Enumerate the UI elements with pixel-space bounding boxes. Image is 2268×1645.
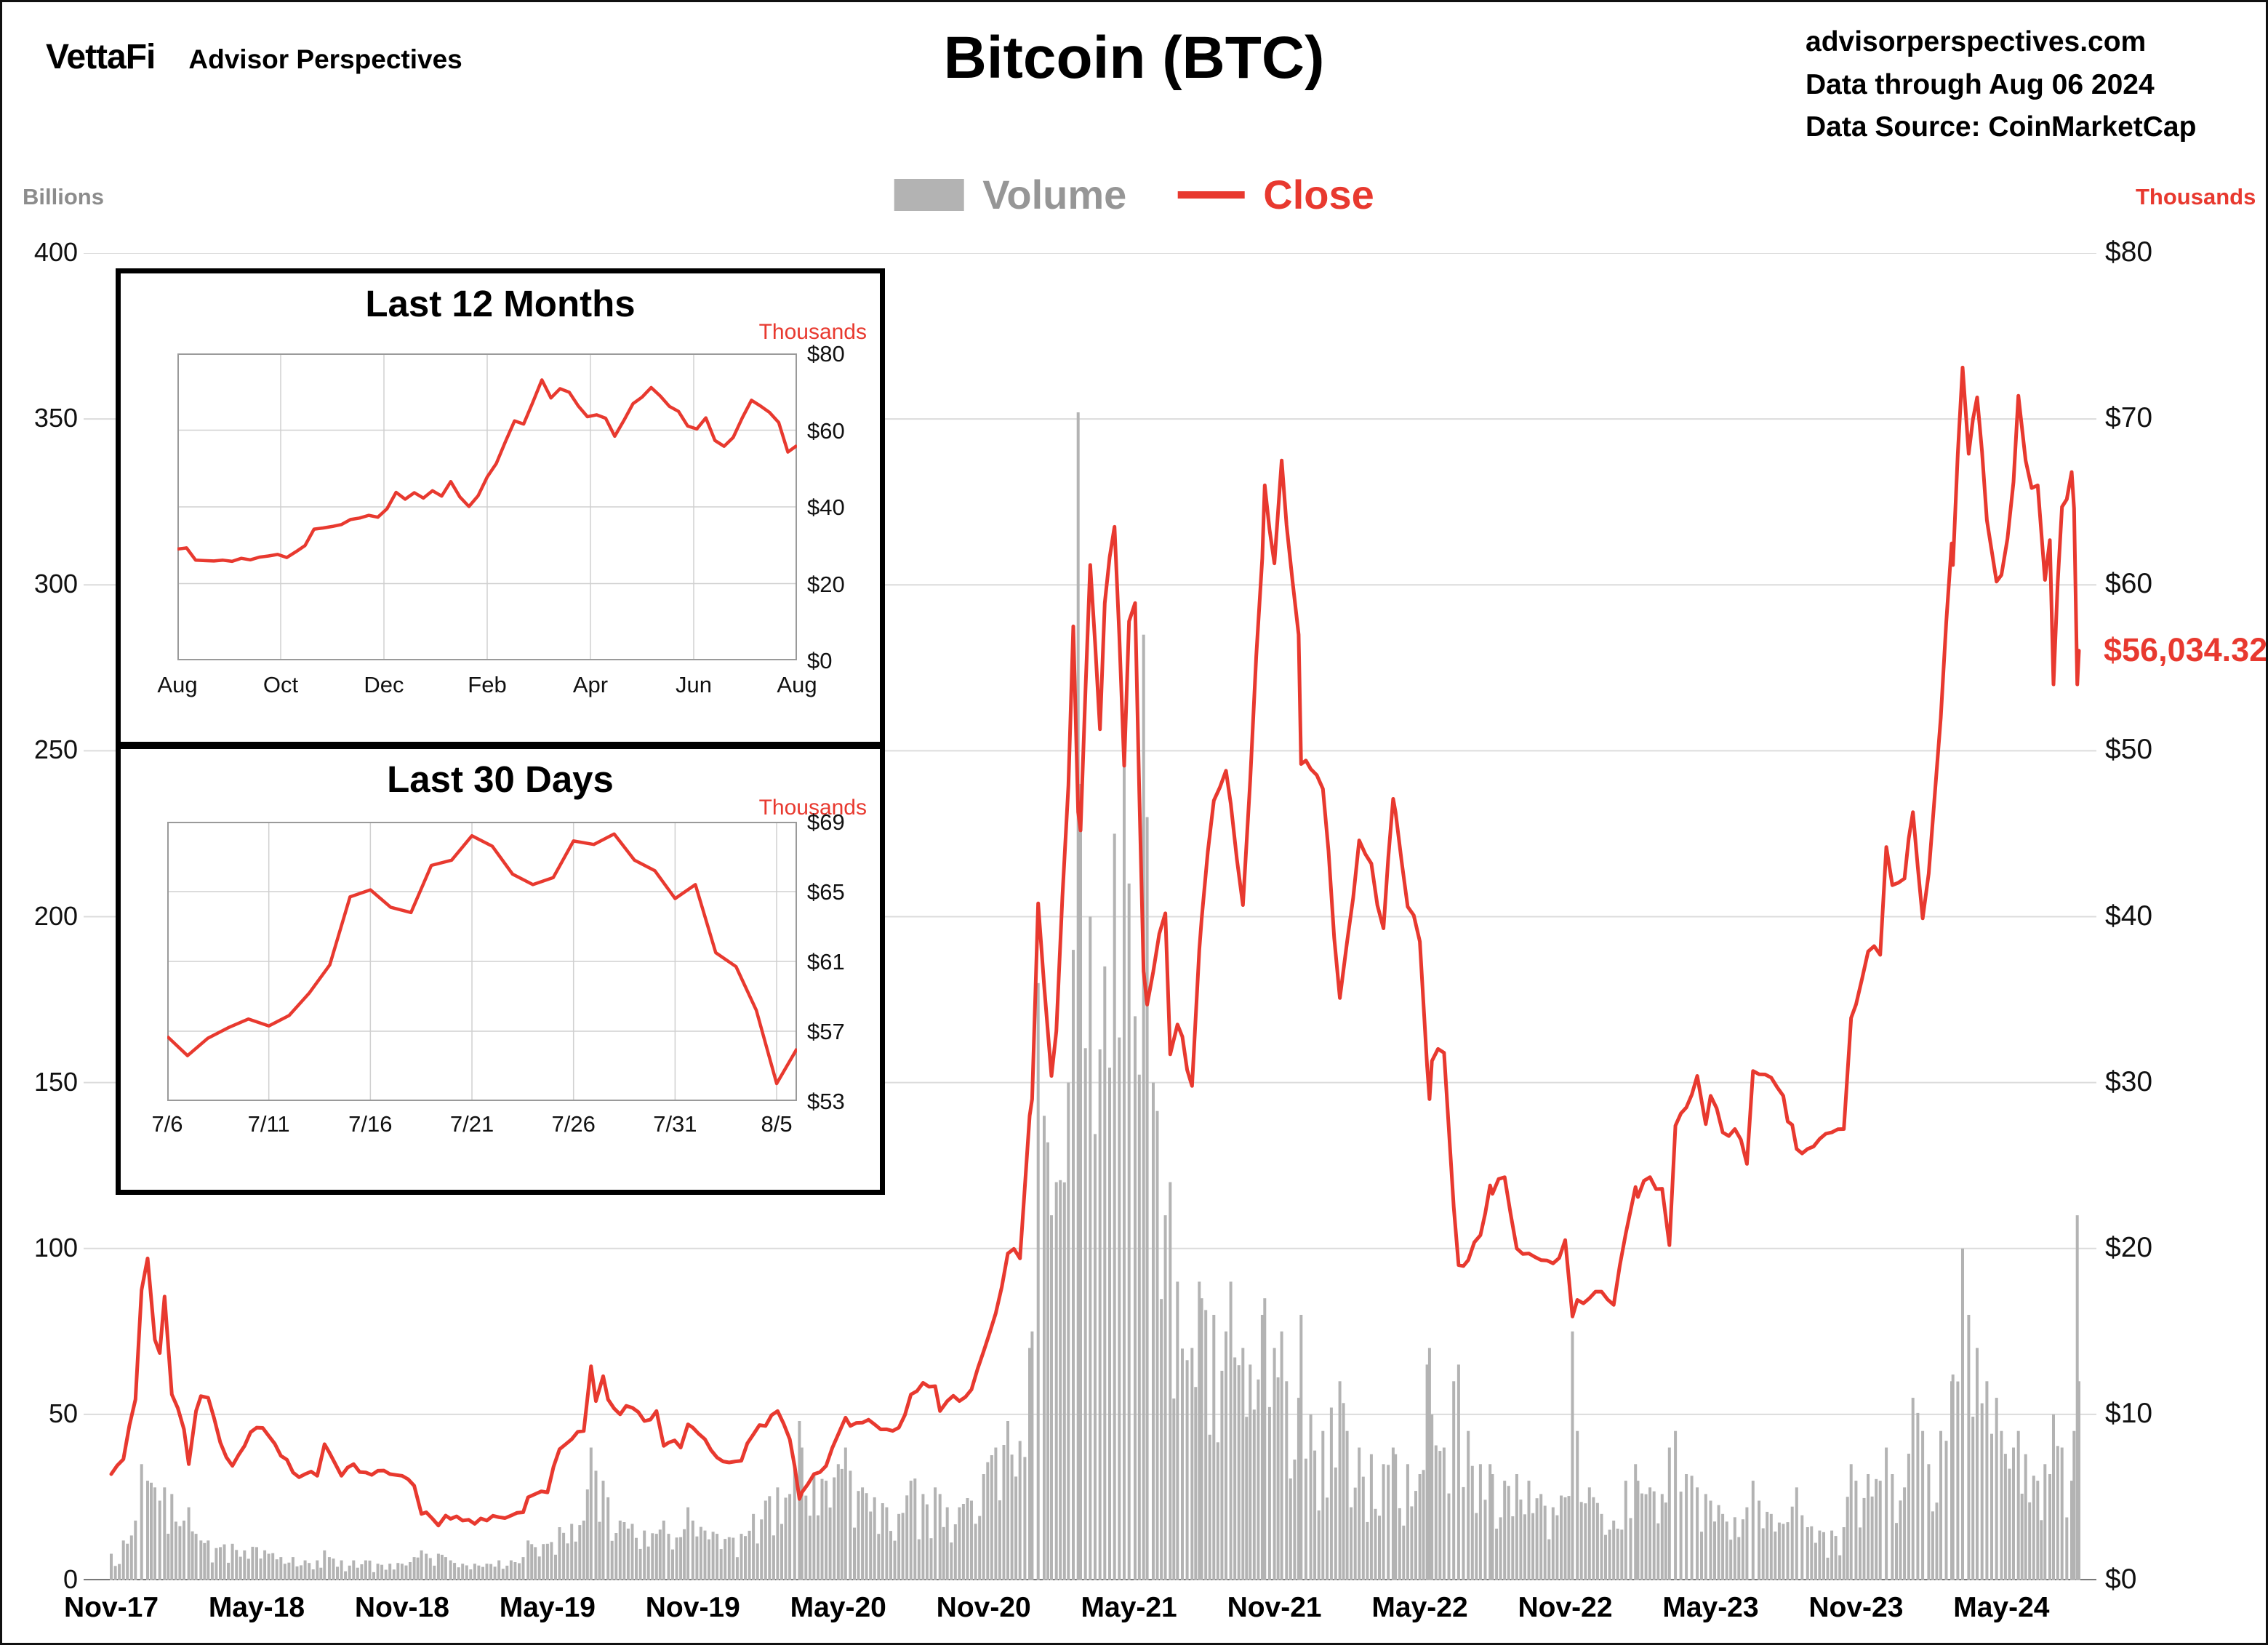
info-data-source: Data Source: CoinMarketCap xyxy=(1806,111,2197,143)
inset-30-chart-svg xyxy=(167,822,797,1101)
info-website: advisorperspectives.com xyxy=(1806,26,2147,57)
chart-legend: Volume Close xyxy=(894,171,1374,218)
inset-12-x-tick: Dec xyxy=(364,672,404,697)
info-data-through: Data through Aug 06 2024 xyxy=(1806,68,2155,100)
x-axis-tick: May-20 xyxy=(790,1592,886,1623)
inset-12-y-tick: $60 xyxy=(807,417,845,444)
last-price-annotation: $56,034.32 xyxy=(2104,631,2268,668)
left-axis-tick: 200 xyxy=(33,900,78,931)
inset-12-y-tick: $40 xyxy=(807,495,845,520)
inset-12-x-tick: Oct xyxy=(263,672,299,697)
left-axis-tick: 0 xyxy=(63,1564,78,1594)
right-axis-tick: $80 xyxy=(2105,236,2153,268)
inset-30-y-tick: $53 xyxy=(807,1089,845,1114)
close-legend-label: Close xyxy=(1263,172,1374,217)
left-axis-tick: 250 xyxy=(33,735,78,765)
x-axis-tick: Nov-21 xyxy=(1227,1592,1322,1623)
inset-30-y-tick: $69 xyxy=(807,809,845,835)
inset-12-y-tick: $20 xyxy=(807,571,845,597)
left-axis-tick: 400 xyxy=(33,237,78,267)
inset-12-x-tick: Aug xyxy=(777,672,817,697)
inset-last-12-months: Last 12 Months Thousands $80 $60 $40 $20 $0 A… xyxy=(116,268,885,747)
right-axis-tick: $70 xyxy=(2105,402,2153,434)
page-title: Bitcoin (BTC) xyxy=(943,25,1325,91)
volume-legend-label: Volume xyxy=(982,172,1127,217)
inset-30-x-tick: 7/21 xyxy=(449,1111,494,1137)
inset-12-y-tick: $80 xyxy=(807,341,845,367)
inset-30-title: Last 30 Days xyxy=(387,759,614,800)
left-axis-tick: 50 xyxy=(48,1398,78,1428)
vettafi-logo: VettaFi xyxy=(46,38,156,76)
inset-30-x-tick: 7/31 xyxy=(653,1111,697,1137)
brand-row: VettaFi Advisor Perspectives xyxy=(46,37,462,77)
inset-30-x-tick: 7/26 xyxy=(551,1111,596,1137)
inset-12-x-tick: Jun xyxy=(676,672,712,697)
inset-12-x-tick: Apr xyxy=(572,672,609,697)
right-axis-tick: $0 xyxy=(2105,1564,2137,1595)
inset-30-x-tick: 7/11 xyxy=(247,1111,290,1137)
left-axis-tick: 300 xyxy=(33,569,78,599)
x-axis-tick: Nov-18 xyxy=(354,1592,449,1623)
inset-30-y-tick: $65 xyxy=(807,879,845,905)
inset-12-title: Last 12 Months xyxy=(365,283,636,324)
x-axis-tick: May-21 xyxy=(1081,1592,1177,1623)
right-axis-tick: $30 xyxy=(2105,1065,2153,1097)
x-axis-tick: Nov-19 xyxy=(645,1592,740,1623)
x-axis-tick: Nov-20 xyxy=(936,1592,1031,1623)
inset-30-x-tick: 7/6 xyxy=(151,1111,183,1137)
left-axis-tick: 350 xyxy=(33,403,78,433)
inset-12-x-tick: Aug xyxy=(157,672,198,697)
left-axis-unit: Billions xyxy=(23,184,104,209)
x-axis-tick: Nov-17 xyxy=(63,1592,159,1623)
right-axis-tick: $60 xyxy=(2105,568,2153,600)
inset-12-y-tick: $0 xyxy=(807,648,833,673)
inset-30-unit: Thousands xyxy=(758,796,867,820)
x-axis-tick: May-24 xyxy=(1953,1592,2050,1623)
x-axis-tick: May-23 xyxy=(1662,1592,1759,1623)
right-axis-tick: $50 xyxy=(2105,734,2153,766)
inset-30-x-tick: 7/16 xyxy=(348,1111,393,1137)
x-axis-tick: Nov-22 xyxy=(1518,1592,1613,1623)
inset-30-y-tick: $57 xyxy=(807,1019,845,1044)
volume-swatch xyxy=(894,178,964,211)
x-axis-tick: May-19 xyxy=(499,1592,596,1623)
inset-12-unit: Thousands xyxy=(758,320,867,344)
x-axis-tick: Nov-23 xyxy=(1808,1592,1904,1623)
right-axis-tick: $20 xyxy=(2105,1231,2153,1263)
source-info: advisorperspectives.com Data through Aug… xyxy=(1806,21,2196,149)
brand-subtitle: Advisor Perspectives xyxy=(188,44,462,74)
left-axis-tick: 150 xyxy=(33,1066,78,1097)
right-axis-tick: $40 xyxy=(2105,900,2153,932)
right-axis-tick: $10 xyxy=(2105,1397,2153,1429)
right-axis-unit: Thousands xyxy=(2136,184,2256,209)
inset-12-x-tick: Feb xyxy=(468,672,507,697)
inset-30-x-tick: 8/5 xyxy=(761,1111,793,1137)
close-swatch xyxy=(1177,191,1245,199)
inset-last-30-days: Last 30 Days Thousands $69 $65 $61 $57 $53 7/… xyxy=(116,744,885,1195)
x-axis-tick: May-22 xyxy=(1371,1592,1468,1623)
left-axis-tick: 100 xyxy=(33,1232,78,1262)
x-axis-tick: May-18 xyxy=(208,1592,305,1623)
inset-12-chart-svg xyxy=(177,353,797,660)
inset-30-y-tick: $61 xyxy=(807,949,845,974)
